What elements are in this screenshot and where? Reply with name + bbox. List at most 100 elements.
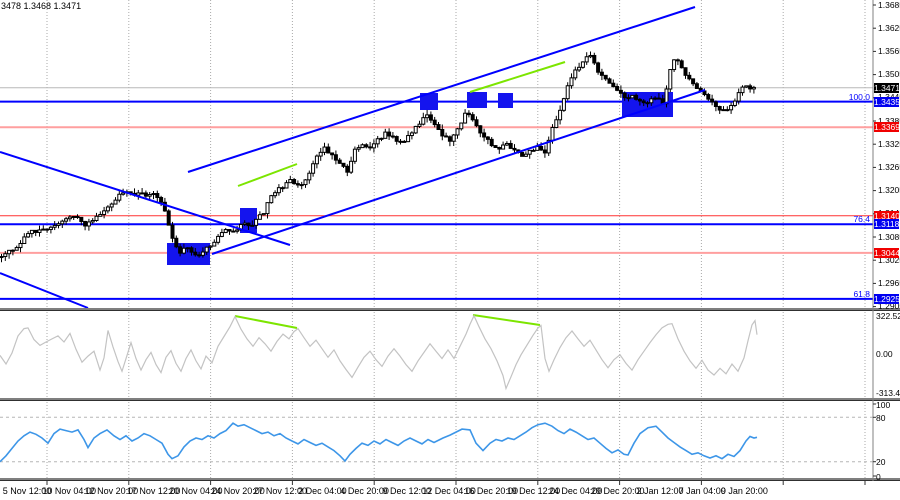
candle-body — [231, 230, 236, 233]
candle-body — [641, 100, 646, 104]
blue-rectangles-layer[interactable] — [167, 92, 673, 265]
candle-body — [356, 147, 361, 150]
candle-body — [250, 224, 255, 227]
candle-body — [208, 245, 213, 248]
indicator1-polyline — [0, 314, 758, 391]
time-axis-label: 9 Dec 12:00 — [382, 486, 432, 496]
candle-body — [482, 132, 487, 138]
candle-body — [444, 135, 449, 138]
price-label-red: 1.3044 — [874, 247, 900, 258]
candle-body — [90, 220, 95, 223]
candle-body — [303, 179, 308, 186]
supply-demand-rectangle[interactable] — [498, 93, 513, 108]
green-divergence-price-1[interactable] — [237, 163, 298, 187]
fibonacci-level-label: 100.0 — [848, 91, 870, 102]
candle-body — [212, 241, 217, 247]
candle-body — [428, 114, 433, 121]
supply-demand-rectangle[interactable] — [167, 243, 210, 265]
fibonacci-level-label: 76.4 — [853, 214, 870, 225]
price-label-blue: 1.3118 — [874, 219, 900, 230]
descending-trendline[interactable] — [0, 151, 291, 246]
candle-body — [630, 94, 635, 99]
candle-body — [440, 129, 445, 137]
candle-body — [181, 247, 186, 254]
candle-body — [41, 228, 46, 231]
candle-body — [295, 183, 300, 186]
candle-body — [432, 119, 437, 126]
candle-body — [402, 140, 407, 143]
candle-body — [390, 135, 395, 138]
candle-body — [102, 210, 107, 215]
candle-body — [3, 253, 8, 258]
channel-lower-line[interactable] — [211, 89, 706, 255]
candle-body — [254, 218, 259, 226]
time-axis-label: 12 Nov 20:00 — [84, 486, 139, 496]
candle-body — [717, 106, 722, 111]
panel-separator[interactable] — [0, 308, 900, 311]
descending-trendline-lower-left[interactable] — [0, 272, 89, 309]
time-axis-label: 24 Nov 20:00 — [211, 486, 265, 496]
candle-body — [280, 187, 285, 190]
candle-body — [121, 192, 126, 195]
candle-body — [672, 59, 677, 71]
candle-body — [729, 104, 734, 111]
price-tick-label: 1.3385 — [878, 115, 900, 126]
supply-demand-rectangle[interactable] — [467, 92, 487, 108]
supply-demand-rectangle[interactable] — [420, 93, 438, 110]
candle-body — [193, 251, 198, 256]
indicator-scale-label: 20 — [876, 457, 886, 468]
candle-body — [261, 213, 266, 216]
indicator-scale-label: 0.00 — [876, 348, 893, 359]
candle-body — [170, 224, 175, 239]
candle-body — [185, 247, 190, 250]
channel-upper-line[interactable] — [187, 6, 696, 173]
green-divergence-ind1-1[interactable] — [234, 315, 298, 329]
candle-body — [64, 218, 69, 222]
panel-separators[interactable] — [0, 308, 900, 481]
grid-layer — [46, 0, 866, 485]
indicator2-polyline — [0, 422, 758, 463]
candle-body — [10, 249, 15, 252]
time-axis-label: 9 Jan 20:00 — [720, 486, 768, 496]
time-axis-label: 5 Nov 12:00 — [2, 486, 52, 496]
indicator-scale-label: 0 — [876, 471, 881, 482]
candle-body — [573, 69, 578, 79]
time-axis-label: 7 Jan 04:00 — [678, 486, 726, 496]
candle-body — [159, 197, 164, 203]
candle-body — [105, 206, 110, 212]
candle-body — [360, 144, 365, 149]
green-divergence-ind1-2[interactable] — [472, 314, 541, 326]
candle-body — [341, 162, 346, 167]
price-tick-label: 1.3205 — [878, 185, 900, 196]
green-divergence-price-2[interactable] — [469, 61, 566, 93]
candle-body — [322, 146, 327, 153]
candle-body — [736, 92, 741, 102]
indicator-scale-label: 322.5258 — [876, 310, 900, 321]
panel-separator[interactable] — [0, 398, 900, 401]
candle-body — [558, 109, 563, 121]
time-axis-label: 4 Dec 20:00 — [340, 486, 389, 496]
time-axis-label: 19 Dec 12:00 — [506, 486, 561, 496]
candle-body — [687, 74, 692, 80]
candle-body — [501, 144, 506, 150]
candle-body — [288, 179, 293, 184]
candle-body — [489, 138, 494, 147]
price-label-blue: 1.2925 — [874, 293, 900, 304]
axis-ticks-layer — [872, 0, 876, 481]
candle-body — [326, 146, 331, 154]
fibonacci-level-label: 61.8 — [853, 288, 870, 299]
candle-body — [318, 151, 323, 157]
candle-body — [26, 233, 31, 238]
trendlines-layer[interactable] — [0, 6, 706, 329]
candle-body — [292, 179, 297, 185]
candle-body — [52, 224, 57, 228]
candle-body — [626, 97, 631, 100]
price-tick-label: 1.2965 — [878, 277, 900, 288]
candle-body — [520, 151, 525, 157]
panel-separator[interactable] — [0, 478, 900, 481]
candle-body — [387, 131, 392, 137]
candle-body — [79, 216, 84, 222]
candle-body — [269, 195, 274, 204]
candle-body — [618, 89, 623, 94]
